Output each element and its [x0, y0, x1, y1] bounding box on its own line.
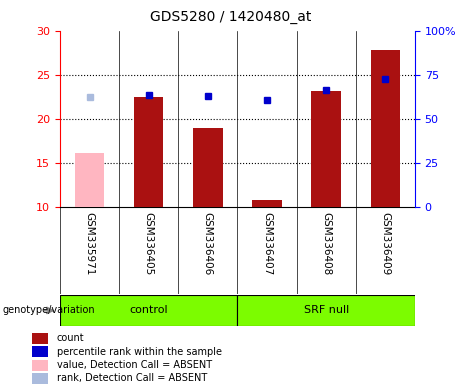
Text: GSM336405: GSM336405 [144, 212, 154, 275]
Bar [237, 295, 415, 326]
Bar [60, 295, 237, 326]
Text: SRF null: SRF null [303, 305, 349, 316]
Bar [134, 97, 164, 207]
Bar [311, 91, 341, 207]
Bar [252, 200, 282, 207]
Text: percentile rank within the sample: percentile rank within the sample [57, 347, 222, 357]
Bar [31, 346, 48, 357]
Bar [75, 152, 104, 207]
Bar [31, 359, 48, 371]
Text: GDS5280 / 1420480_at: GDS5280 / 1420480_at [150, 10, 311, 23]
Text: genotype/variation: genotype/variation [2, 305, 95, 316]
Text: GSM336407: GSM336407 [262, 212, 272, 275]
Bar [31, 373, 48, 384]
Text: rank, Detection Call = ABSENT: rank, Detection Call = ABSENT [57, 373, 207, 384]
Text: GSM336408: GSM336408 [321, 212, 331, 275]
Text: count: count [57, 333, 85, 343]
Bar [371, 50, 400, 207]
Bar [193, 128, 223, 207]
Text: GSM335971: GSM335971 [84, 212, 95, 275]
Text: value, Detection Call = ABSENT: value, Detection Call = ABSENT [57, 360, 212, 370]
Bar [31, 333, 48, 344]
Text: GSM336409: GSM336409 [380, 212, 390, 275]
Text: control: control [130, 305, 168, 316]
Text: GSM336406: GSM336406 [203, 212, 213, 275]
